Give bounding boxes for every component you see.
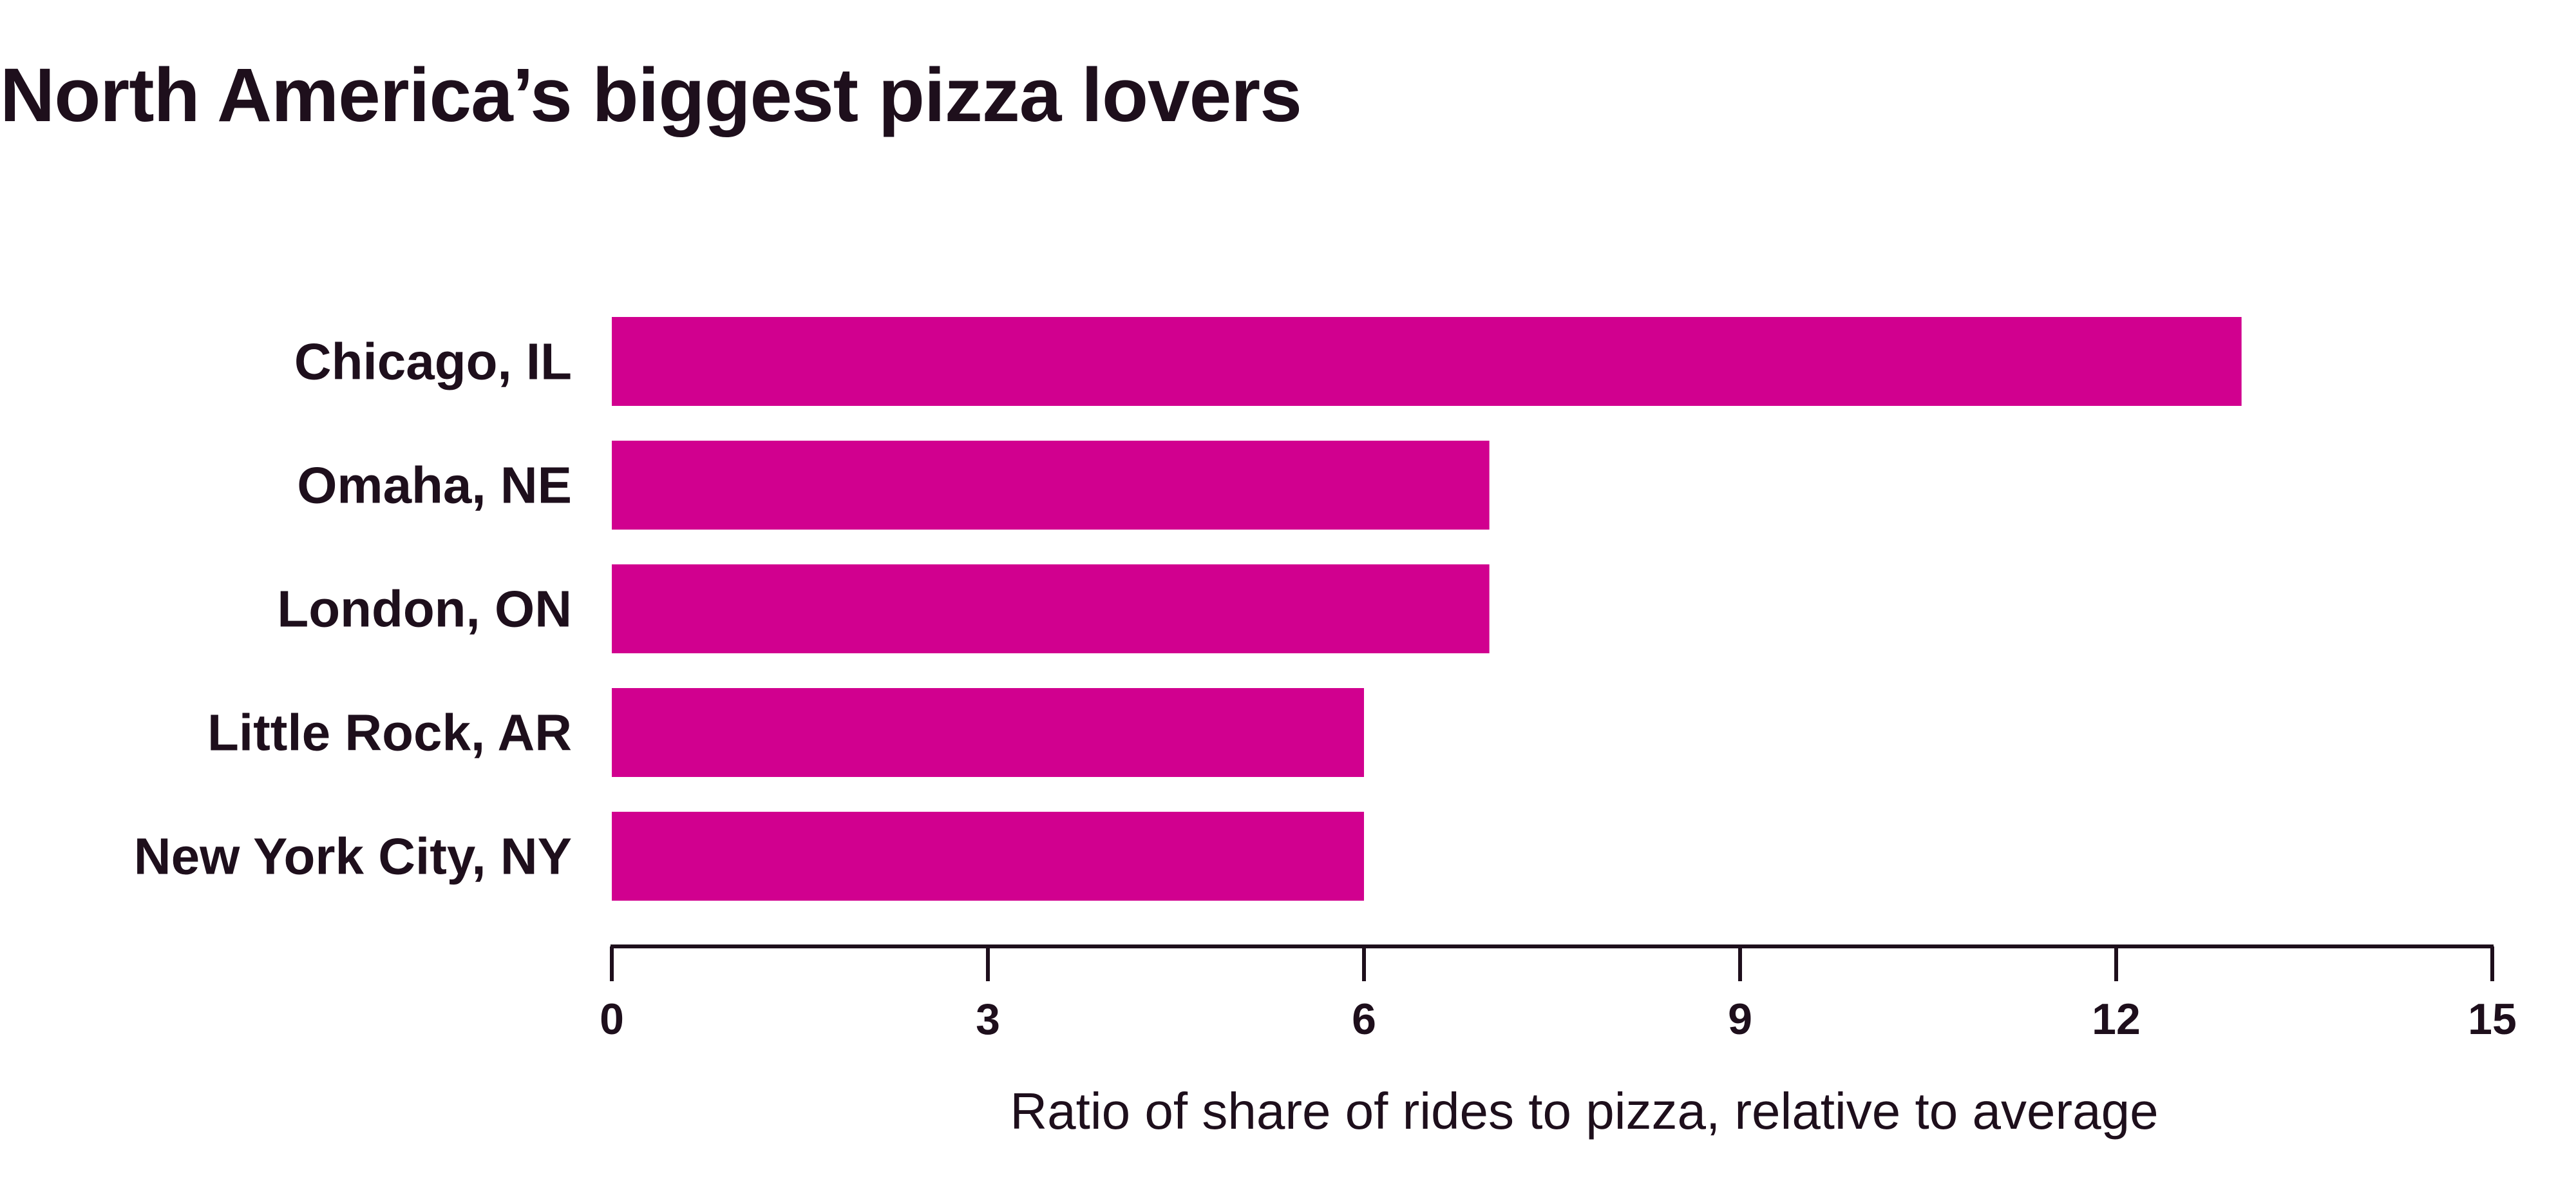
category-label-new-york-city-ny: New York City, NY bbox=[134, 828, 572, 885]
category-label-chicago-il: Chicago, IL bbox=[294, 333, 572, 390]
x-tick-label-6: 6 bbox=[1352, 995, 1376, 1044]
bar-little-rock-ar bbox=[612, 688, 1364, 777]
category-label-omaha-ne: Omaha, NE bbox=[297, 457, 572, 514]
x-tick-label-12: 12 bbox=[2092, 995, 2141, 1044]
x-tick-label-3: 3 bbox=[976, 995, 1000, 1044]
bar-london-on bbox=[612, 564, 1490, 653]
x-tick-label-9: 9 bbox=[1728, 995, 1752, 1044]
bar-chicago-il bbox=[612, 317, 2242, 406]
category-label-london-on: London, ON bbox=[277, 580, 572, 638]
x-axis-title: Ratio of share of rides to pizza, relati… bbox=[1010, 1082, 2158, 1140]
chart-title: North America’s biggest pizza lovers bbox=[0, 53, 1302, 138]
bars-layer bbox=[612, 317, 2242, 901]
category-labels: Chicago, IL Omaha, NE London, ON Little Roc… bbox=[134, 333, 572, 885]
x-axis: 0 3 6 9 12 15 bbox=[600, 944, 2517, 1044]
category-label-little-rock-ar: Little Rock, AR bbox=[207, 704, 572, 762]
x-tick-label-15: 15 bbox=[2468, 995, 2517, 1044]
bar-omaha-ne bbox=[612, 441, 1490, 530]
bar-new-york-city-ny bbox=[612, 812, 1364, 901]
x-tick-label-0: 0 bbox=[600, 995, 624, 1044]
